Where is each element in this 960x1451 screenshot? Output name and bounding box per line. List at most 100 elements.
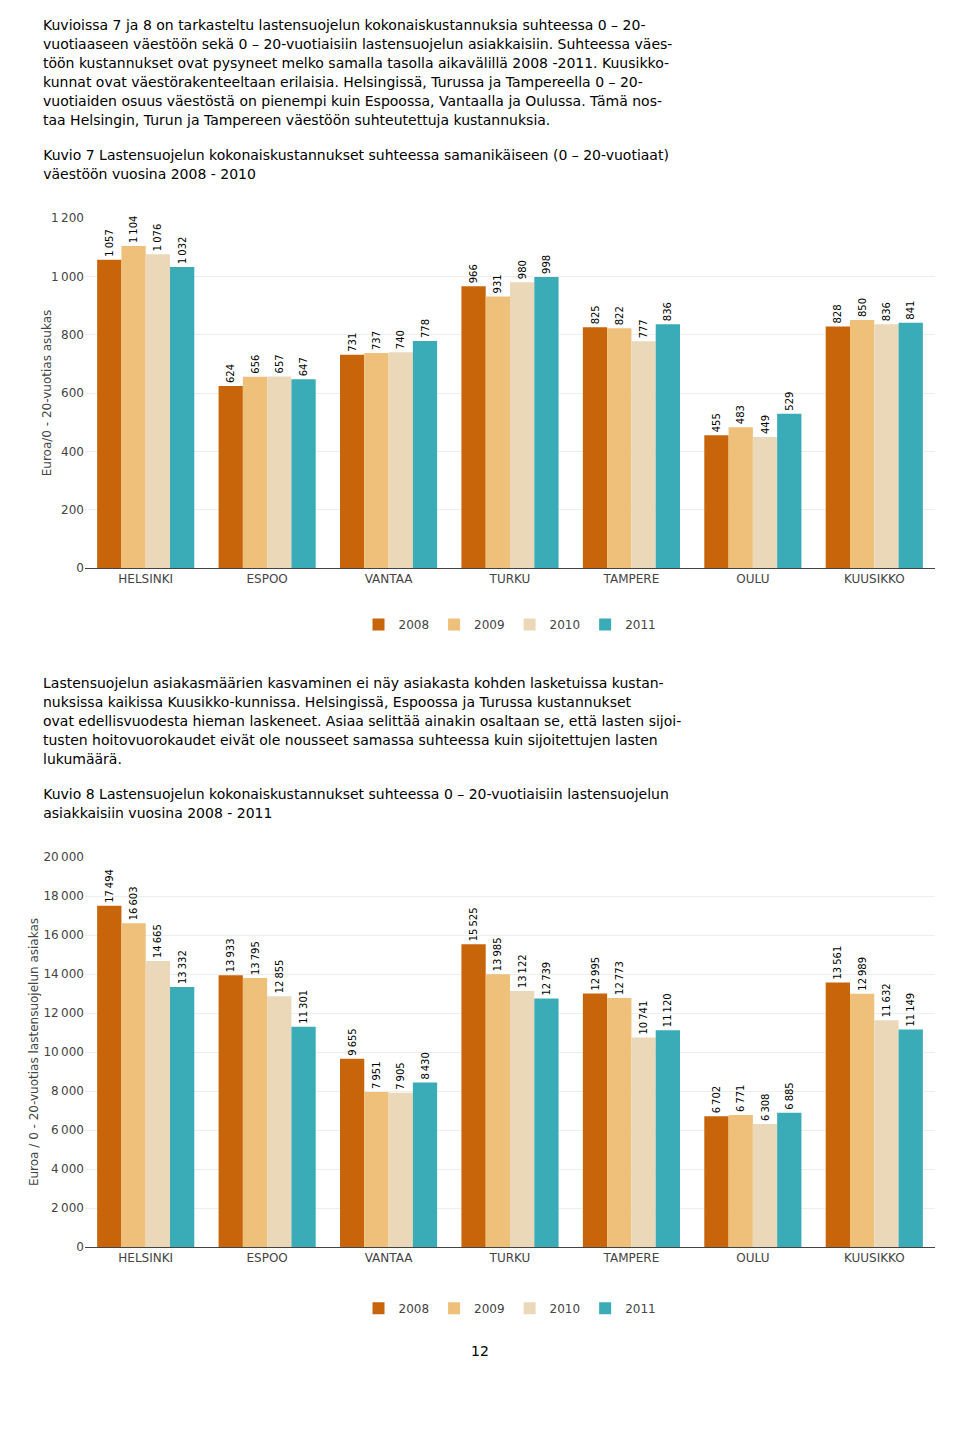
svg-text:4 000: 4 000 <box>51 1162 84 1176</box>
svg-text:1 032: 1 032 <box>177 237 188 264</box>
svg-text:16 603: 16 603 <box>128 886 139 920</box>
svg-text:13 561: 13 561 <box>832 946 843 980</box>
svg-text:1 200: 1 200 <box>51 211 84 225</box>
svg-text:13 795: 13 795 <box>250 941 261 975</box>
svg-text:11 632: 11 632 <box>881 983 892 1017</box>
svg-text:6 885: 6 885 <box>784 1082 795 1109</box>
svg-text:VANTAA: VANTAA <box>365 1251 414 1265</box>
svg-text:1 104: 1 104 <box>128 216 139 243</box>
svg-text:ESPOO: ESPOO <box>246 572 287 586</box>
svg-text:2011: 2011 <box>625 1302 656 1316</box>
svg-text:9 655: 9 655 <box>347 1028 358 1055</box>
svg-text:6 308: 6 308 <box>760 1094 771 1121</box>
svg-text:ESPOO: ESPOO <box>246 1251 287 1265</box>
svg-text:600: 600 <box>61 386 84 400</box>
svg-text:2009: 2009 <box>474 1302 505 1316</box>
svg-text:7 951: 7 951 <box>371 1062 382 1089</box>
svg-text:20 000: 20 000 <box>43 850 84 864</box>
svg-text:455: 455 <box>711 413 722 432</box>
svg-text:7 905: 7 905 <box>395 1062 406 1089</box>
svg-text:VANTAA: VANTAA <box>365 572 414 586</box>
svg-text:Kuvio 7 Lastensuojelun kokonai: Kuvio 7 Lastensuojelun kokonaiskustannuk… <box>43 147 669 181</box>
svg-text:12 739: 12 739 <box>541 962 552 996</box>
svg-text:12 995: 12 995 <box>590 957 601 991</box>
svg-text:KUUSIKKO: KUUSIKKO <box>844 1251 905 1265</box>
svg-text:TURKU: TURKU <box>489 1251 531 1265</box>
svg-text:778: 778 <box>420 319 431 338</box>
svg-text:13 122: 13 122 <box>517 954 528 988</box>
svg-text:TAMPERE: TAMPERE <box>603 1251 660 1265</box>
svg-text:0: 0 <box>76 1240 84 1254</box>
svg-text:0: 0 <box>76 561 84 575</box>
svg-text:14 665: 14 665 <box>152 924 163 958</box>
svg-text:KUUSIKKO: KUUSIKKO <box>844 572 905 586</box>
svg-text:13 933: 13 933 <box>225 938 236 972</box>
svg-text:10 741: 10 741 <box>638 1001 649 1035</box>
svg-text:12 855: 12 855 <box>274 960 285 994</box>
svg-text:529: 529 <box>784 392 795 411</box>
svg-text:8 430: 8 430 <box>420 1052 431 1079</box>
svg-text:966: 966 <box>468 264 479 283</box>
svg-text:200: 200 <box>61 503 84 517</box>
svg-text:10 000: 10 000 <box>43 1045 84 1059</box>
svg-text:12 989: 12 989 <box>857 957 868 991</box>
svg-text:2008: 2008 <box>399 1302 430 1316</box>
svg-text:483: 483 <box>735 405 746 424</box>
svg-text:737: 737 <box>371 331 382 350</box>
svg-text:2010: 2010 <box>550 1302 581 1316</box>
svg-text:836: 836 <box>881 302 892 321</box>
svg-text:13 985: 13 985 <box>492 937 503 971</box>
svg-text:657: 657 <box>274 354 285 373</box>
svg-text:656: 656 <box>250 355 261 374</box>
svg-text:12 773: 12 773 <box>614 961 625 995</box>
svg-text:731: 731 <box>347 333 358 352</box>
svg-text:HELSINKI: HELSINKI <box>118 1251 173 1265</box>
svg-text:800: 800 <box>61 328 84 342</box>
svg-text:11 149: 11 149 <box>905 993 916 1027</box>
svg-text:777: 777 <box>638 319 649 338</box>
svg-text:Kuvio 8 Lastensuojelun kokonai: Kuvio 8 Lastensuojelun kokonaiskustannuk… <box>43 786 669 820</box>
svg-text:400: 400 <box>61 445 84 459</box>
svg-text:Euroa/0 - 20-vuotias asukas: Euroa/0 - 20-vuotias asukas <box>40 310 54 477</box>
svg-text:OULU: OULU <box>736 1251 769 1265</box>
svg-text:17 494: 17 494 <box>104 869 115 903</box>
svg-text:624: 624 <box>225 364 236 383</box>
svg-text:18 000: 18 000 <box>43 889 84 903</box>
svg-text:8 000: 8 000 <box>51 1084 84 1098</box>
svg-text:1 076: 1 076 <box>152 224 163 251</box>
svg-text:12 000: 12 000 <box>43 1006 84 1020</box>
svg-text:2010: 2010 <box>550 618 581 632</box>
svg-text:2009: 2009 <box>474 618 505 632</box>
svg-text:6 000: 6 000 <box>51 1123 84 1137</box>
svg-text:11 120: 11 120 <box>662 993 673 1027</box>
svg-text:740: 740 <box>395 330 406 349</box>
svg-text:2008: 2008 <box>399 618 430 632</box>
svg-text:850: 850 <box>857 298 868 317</box>
svg-text:931: 931 <box>492 274 503 293</box>
svg-text:16 000: 16 000 <box>43 928 84 942</box>
svg-text:TAMPERE: TAMPERE <box>603 572 660 586</box>
svg-text:828: 828 <box>832 304 843 323</box>
svg-text:2011: 2011 <box>625 618 656 632</box>
svg-text:836: 836 <box>662 302 673 321</box>
svg-text:OULU: OULU <box>736 572 769 586</box>
svg-text:1 057: 1 057 <box>104 229 115 256</box>
svg-text:841: 841 <box>905 301 916 320</box>
svg-text:TURKU: TURKU <box>489 572 531 586</box>
svg-text:6 771: 6 771 <box>735 1085 746 1112</box>
svg-text:998: 998 <box>541 255 552 274</box>
svg-text:14 000: 14 000 <box>43 967 84 981</box>
svg-text:822: 822 <box>614 306 625 325</box>
svg-text:13 332: 13 332 <box>177 950 188 984</box>
svg-text:980: 980 <box>517 260 528 279</box>
svg-text:15 525: 15 525 <box>468 907 479 941</box>
svg-text:1 000: 1 000 <box>51 270 84 284</box>
svg-text:11 301: 11 301 <box>298 990 309 1024</box>
svg-text:Euroa / 0 - 20-vuotias lastens: Euroa / 0 - 20-vuotias lastensuojelun as… <box>27 918 41 1186</box>
svg-text:6 702: 6 702 <box>711 1086 722 1113</box>
svg-text:2 000: 2 000 <box>51 1201 84 1215</box>
svg-text:449: 449 <box>760 415 771 434</box>
svg-text:825: 825 <box>590 305 601 324</box>
svg-text:HELSINKI: HELSINKI <box>118 572 173 586</box>
svg-text:647: 647 <box>298 357 309 376</box>
